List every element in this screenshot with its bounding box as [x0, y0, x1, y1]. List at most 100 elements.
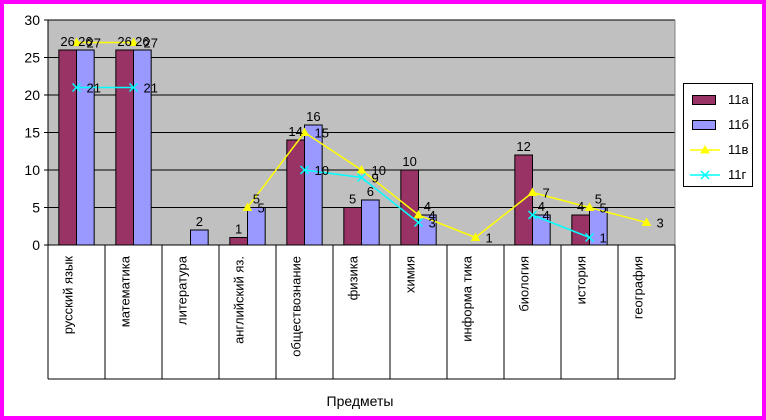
x-category-label: литература: [175, 255, 190, 325]
line-marker: [527, 187, 538, 196]
line-marker: [527, 210, 538, 220]
line-data-label: 4: [543, 208, 550, 223]
bar: [133, 49, 152, 246]
bar-data-label: 1: [235, 222, 242, 237]
bar-data-label: 10: [402, 154, 416, 169]
x-category-label: физика: [346, 255, 361, 300]
x-category-label: информа тика: [460, 255, 475, 342]
line-marker: [128, 37, 139, 46]
line-data-label: 5: [600, 201, 607, 216]
line-marker: [584, 232, 595, 243]
bar: [115, 49, 135, 246]
y-tick-label: 30: [24, 12, 40, 28]
legend-marker-11v: [690, 144, 720, 154]
y-tick-label: 15: [24, 125, 40, 141]
line-data-label: 21: [144, 81, 158, 96]
line-data-label: 3: [657, 216, 664, 231]
legend: 11а 11б 11в 11г: [683, 83, 753, 187]
bar-data-label: 14: [288, 124, 302, 139]
line-data-label: 10: [315, 163, 329, 178]
legend-label-11g: 11г: [728, 167, 747, 182]
bar-data-label: 26: [117, 34, 131, 49]
line-marker: [71, 82, 82, 93]
bar-data-label: 16: [306, 109, 320, 124]
line-marker: [299, 127, 310, 136]
bar-data-label: 12: [516, 139, 530, 154]
x-category-label: математика: [118, 255, 133, 327]
line-marker: [584, 202, 595, 211]
legend-swatch-11a: [692, 95, 716, 105]
line-data-label: 1: [486, 231, 493, 246]
bar-data-label: 6: [367, 184, 374, 199]
bar: [190, 229, 209, 246]
y-tick-label: 5: [32, 200, 40, 216]
chart-frame: 0 5 10 15 20 25 30 26 26 1 14 5 10 12 4 26 26 2 5 16 6 4 4 5 27…: [4, 4, 762, 416]
bar-data-label: 4: [577, 199, 584, 214]
y-tick-label: 0: [32, 237, 40, 253]
bar: [229, 237, 249, 246]
lines: [71, 37, 652, 243]
line-marker: [71, 37, 82, 46]
bar-data-label: 5: [595, 192, 602, 207]
line-data-label: 1: [600, 231, 607, 246]
line-data-label: 3: [429, 216, 436, 231]
x-axis-title: Предметы: [327, 393, 394, 409]
bar-data-label: 4: [538, 199, 545, 214]
line-data-label: 5: [258, 201, 265, 216]
line-data-label: 7: [543, 186, 550, 201]
legend-item-11b: 11б: [684, 115, 754, 135]
line-data-label: 9: [372, 171, 379, 186]
legend-item-11a: 11а: [684, 90, 754, 110]
x-category-label: английский яз.: [232, 256, 247, 344]
y-tick-label: 25: [24, 50, 40, 66]
bar-data-label: 26: [60, 34, 74, 49]
x-category-label: химия: [403, 256, 418, 293]
x-category-label: обществознание: [289, 256, 304, 357]
legend-marker-11g: [690, 170, 720, 180]
line-data-label: 15: [315, 126, 329, 141]
line-marker: [242, 202, 253, 211]
legend-swatch-11b: [692, 120, 716, 130]
x-category-label: биология: [517, 256, 532, 312]
bar: [58, 49, 78, 246]
legend-label-11b: 11б: [728, 117, 749, 132]
y-tick-label: 10: [24, 162, 40, 178]
line-marker: [299, 165, 310, 175]
series-line: [532, 214, 590, 239]
line-data-label: 27: [87, 36, 101, 51]
line-marker: [470, 232, 481, 241]
legend-label-11a: 11а: [728, 92, 749, 107]
legend-item-11v: 11в: [684, 140, 754, 160]
line-data-label: 27: [144, 36, 158, 51]
y-tick-label: 20: [24, 87, 40, 103]
series-line: [246, 131, 647, 239]
bar-data-label: 5: [349, 192, 356, 207]
bar-data-label: 2: [196, 214, 203, 229]
legend-label-11v: 11в: [728, 142, 749, 157]
legend-item-11g: 11г: [684, 165, 754, 185]
x-category-label: история: [574, 256, 589, 304]
bar: [343, 207, 362, 246]
bar-data-label: 5: [253, 192, 260, 207]
bar: [361, 199, 380, 246]
line-marker: [356, 164, 367, 174]
bar: [76, 49, 95, 246]
line-marker: [413, 217, 424, 228]
bar-data-label: 4: [424, 199, 431, 214]
bar: [286, 139, 305, 246]
line-marker: [356, 172, 367, 183]
line-marker: [128, 82, 139, 93]
line-data-label: 21: [87, 81, 101, 96]
x-category-label: география: [631, 256, 646, 319]
line-marker: [413, 209, 424, 219]
bar-data-label: 26: [135, 34, 149, 49]
line-marker: [641, 217, 652, 226]
line-data-label: 4: [429, 208, 436, 223]
line-data-label: 10: [372, 163, 386, 178]
x-category-label: русский язык: [61, 256, 76, 335]
x-axis: русский язык математика литература английск…: [47, 244, 676, 380]
bar-data-label: 26: [78, 34, 92, 49]
